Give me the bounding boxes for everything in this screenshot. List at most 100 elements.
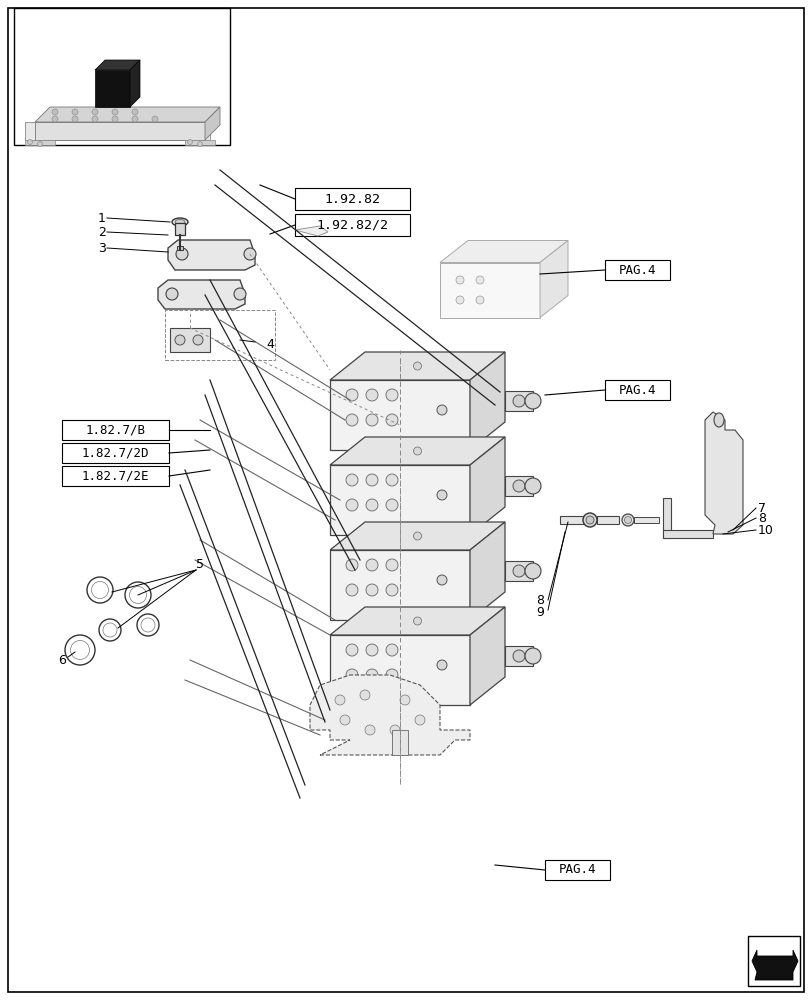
Circle shape xyxy=(385,644,397,656)
Circle shape xyxy=(335,695,345,705)
Circle shape xyxy=(525,648,540,664)
Text: 1.82.7/2E: 1.82.7/2E xyxy=(82,470,149,483)
Polygon shape xyxy=(470,352,504,450)
Polygon shape xyxy=(204,107,220,140)
Circle shape xyxy=(345,644,358,656)
Polygon shape xyxy=(25,122,210,140)
Ellipse shape xyxy=(586,516,594,524)
Circle shape xyxy=(525,393,540,409)
Text: 7: 7 xyxy=(757,502,765,514)
Polygon shape xyxy=(130,60,139,107)
Circle shape xyxy=(366,559,378,571)
Circle shape xyxy=(72,116,78,122)
Circle shape xyxy=(513,395,525,407)
Text: 4: 4 xyxy=(266,338,273,351)
Circle shape xyxy=(366,584,378,596)
Text: 1.82.7/B: 1.82.7/B xyxy=(85,424,145,436)
Circle shape xyxy=(193,335,203,345)
Polygon shape xyxy=(440,240,568,262)
Circle shape xyxy=(385,414,397,426)
Text: 10: 10 xyxy=(757,524,773,536)
Bar xyxy=(544,860,609,880)
Circle shape xyxy=(366,669,378,681)
Circle shape xyxy=(52,116,58,122)
Bar xyxy=(663,498,670,538)
Circle shape xyxy=(366,499,378,511)
Circle shape xyxy=(165,288,178,300)
Ellipse shape xyxy=(713,413,723,427)
Circle shape xyxy=(413,532,421,540)
Ellipse shape xyxy=(172,218,188,226)
Circle shape xyxy=(475,296,483,304)
Text: 1.92.82/2: 1.92.82/2 xyxy=(316,219,388,232)
Circle shape xyxy=(400,695,410,705)
Circle shape xyxy=(234,288,246,300)
Polygon shape xyxy=(168,240,255,270)
Circle shape xyxy=(513,650,525,662)
Polygon shape xyxy=(329,465,470,535)
Bar xyxy=(504,476,532,496)
Circle shape xyxy=(112,109,118,115)
Circle shape xyxy=(345,584,358,596)
Polygon shape xyxy=(704,412,742,534)
Polygon shape xyxy=(158,280,245,309)
Bar xyxy=(560,516,590,524)
Text: 8: 8 xyxy=(535,593,543,606)
Polygon shape xyxy=(470,522,504,620)
Polygon shape xyxy=(329,550,470,620)
Circle shape xyxy=(345,559,358,571)
Circle shape xyxy=(436,575,446,585)
Circle shape xyxy=(456,276,463,284)
Bar xyxy=(294,188,410,210)
Polygon shape xyxy=(329,635,470,705)
Circle shape xyxy=(385,669,397,681)
Polygon shape xyxy=(440,262,539,318)
Circle shape xyxy=(513,480,525,492)
Circle shape xyxy=(366,414,378,426)
Circle shape xyxy=(525,563,540,579)
Circle shape xyxy=(436,405,446,415)
Circle shape xyxy=(436,660,446,670)
Circle shape xyxy=(385,584,397,596)
Circle shape xyxy=(72,109,78,115)
Circle shape xyxy=(345,499,358,511)
Text: 1: 1 xyxy=(98,212,105,225)
Bar xyxy=(747,936,799,986)
Circle shape xyxy=(456,296,463,304)
Text: 2: 2 xyxy=(98,226,105,239)
Ellipse shape xyxy=(624,516,631,524)
Polygon shape xyxy=(539,240,568,318)
Bar xyxy=(169,328,210,352)
Bar xyxy=(62,443,169,463)
Text: 1.82.7/2D: 1.82.7/2D xyxy=(82,446,149,460)
Bar xyxy=(294,214,410,236)
Circle shape xyxy=(52,109,58,115)
Polygon shape xyxy=(25,140,55,145)
Bar xyxy=(663,530,712,538)
Polygon shape xyxy=(310,675,470,755)
Bar xyxy=(604,260,669,280)
Polygon shape xyxy=(329,522,504,550)
Circle shape xyxy=(475,276,483,284)
Circle shape xyxy=(340,715,350,725)
Circle shape xyxy=(345,474,358,486)
Text: PAG.4: PAG.4 xyxy=(558,863,595,876)
Text: 6: 6 xyxy=(58,654,66,666)
Circle shape xyxy=(414,715,424,725)
Circle shape xyxy=(92,116,98,122)
Ellipse shape xyxy=(582,513,596,527)
Circle shape xyxy=(345,389,358,401)
Circle shape xyxy=(243,248,255,260)
Circle shape xyxy=(385,559,397,571)
Circle shape xyxy=(187,140,192,145)
Circle shape xyxy=(365,725,375,735)
Bar xyxy=(392,730,407,755)
Circle shape xyxy=(366,474,378,486)
Circle shape xyxy=(132,109,138,115)
Circle shape xyxy=(513,565,525,577)
Polygon shape xyxy=(470,607,504,705)
Polygon shape xyxy=(294,226,328,236)
Circle shape xyxy=(525,478,540,494)
Bar xyxy=(504,391,532,411)
Circle shape xyxy=(413,362,421,370)
